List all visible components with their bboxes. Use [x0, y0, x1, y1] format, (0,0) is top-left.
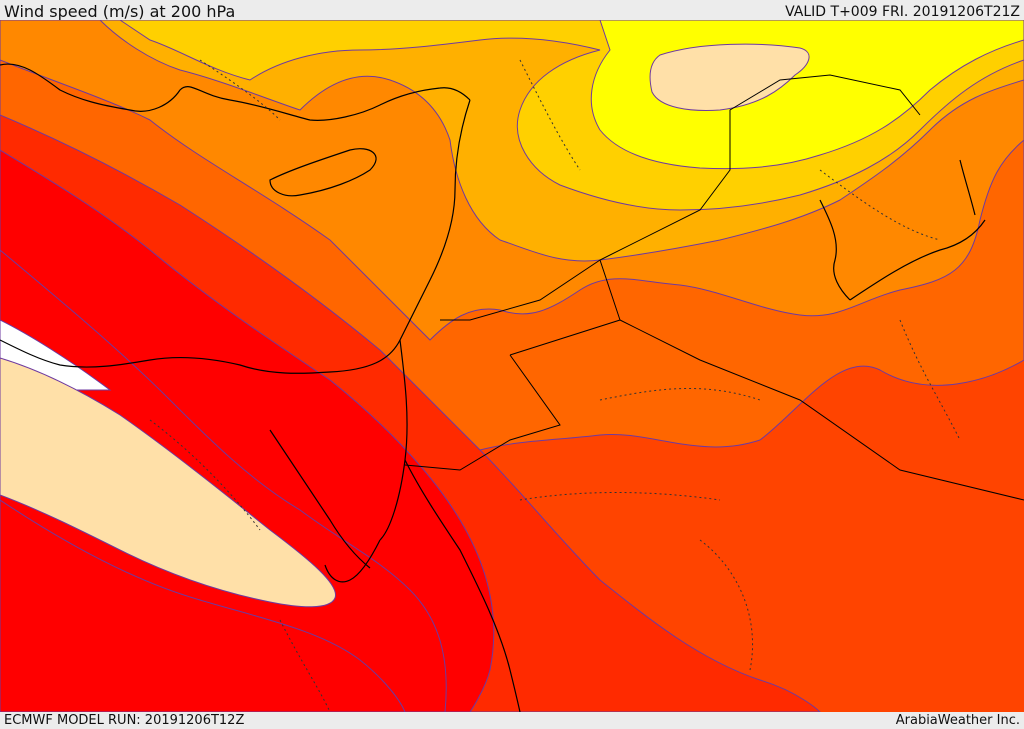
band-red-south: [0, 499, 406, 712]
admin-borders: [149, 59, 961, 712]
map-title: Wind speed (m/s) at 200 hPa: [4, 2, 236, 21]
political-borders: [404, 74, 1024, 501]
credit-label: ArabiaWeather Inc.: [895, 713, 1020, 728]
model-run-label: ECMWF MODEL RUN: 20191206T12Z: [4, 713, 245, 728]
band-lightest-core: [0, 357, 337, 608]
valid-time-label: VALID T+009 FRI. 20191206T21Z: [785, 4, 1020, 20]
wind-speed-map: [0, 20, 1024, 712]
coastlines: [0, 63, 986, 712]
band-lightest-north: [649, 43, 810, 111]
